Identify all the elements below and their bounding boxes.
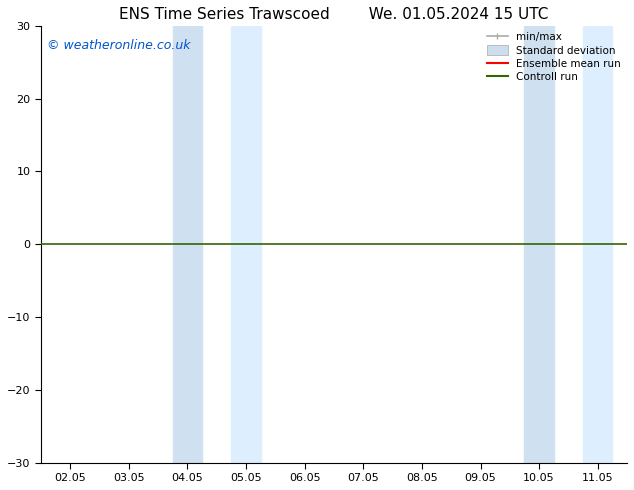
Title: ENS Time Series Trawscoed        We. 01.05.2024 15 UTC: ENS Time Series Trawscoed We. 01.05.2024… [119,7,548,22]
Bar [583,26,612,463]
Legend: min/max, Standard deviation, Ensemble mean run, Controll run: min/max, Standard deviation, Ensemble me… [482,28,625,87]
Text: © weatheronline.co.uk: © weatheronline.co.uk [47,39,190,52]
Bar [524,26,553,463]
Bar [231,26,261,463]
Bar [172,26,202,463]
